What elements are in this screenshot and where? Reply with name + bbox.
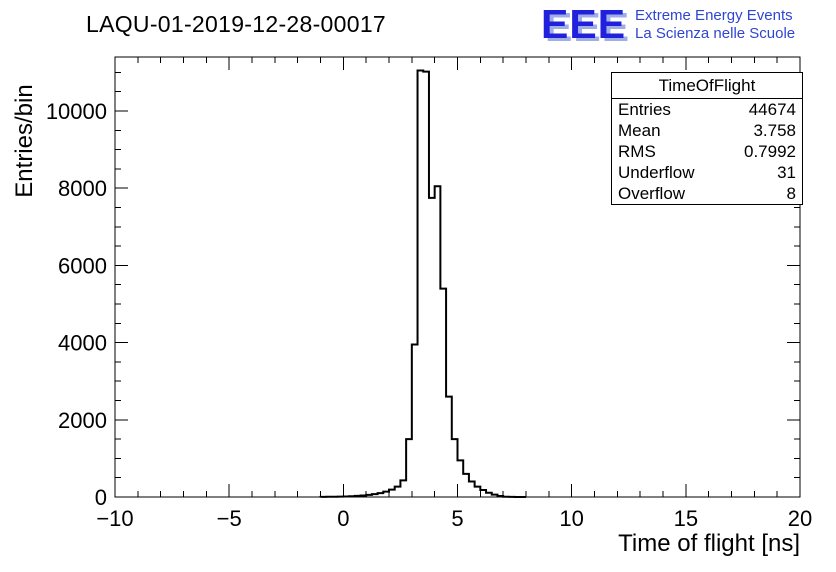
y-tick-label: 0 — [95, 485, 107, 510]
stats-label: Underflow — [618, 163, 695, 182]
x-tick-label: −10 — [96, 506, 133, 531]
stats-value: 0.7992 — [744, 142, 796, 161]
x-tick-label: 10 — [559, 506, 583, 531]
eee-logo-line1: Extreme Energy Events — [635, 7, 793, 24]
y-tick-label: 2000 — [58, 408, 107, 433]
y-tick-label: 4000 — [58, 331, 107, 356]
stats-box: TimeOfFlight Entries 44674 Mean 3.758 RM… — [611, 72, 803, 205]
x-tick-label: 0 — [337, 506, 349, 531]
x-axis-label: Time of flight [ns] — [618, 530, 800, 557]
x-tick-label: −5 — [217, 506, 242, 531]
eee-logo-text: EEE — [541, 1, 627, 47]
stats-label: Mean — [618, 121, 661, 140]
y-tick-label: 8000 — [58, 176, 107, 201]
stats-value: 3.758 — [753, 121, 796, 140]
stats-title: TimeOfFlight — [612, 73, 802, 99]
stats-row-overflow: Overflow 8 — [612, 183, 802, 204]
x-tick-labels: −10 −5 0 5 10 15 20 — [96, 506, 812, 531]
x-ticks — [114, 57, 801, 497]
stats-row-entries: Entries 44674 — [612, 99, 802, 120]
stats-label: Entries — [618, 100, 671, 119]
eee-logo-tagline: Extreme Energy Events La Scienza nelle S… — [635, 7, 795, 43]
x-tick-label: 15 — [674, 506, 698, 531]
x-tick-label: 5 — [451, 506, 463, 531]
stats-label: Overflow — [618, 184, 686, 203]
eee-logo-line2: La Scienza nelle Scuole — [635, 25, 796, 42]
plot-title: LAQU-01-2019-12-28-00017 — [86, 11, 387, 37]
stats-value: 31 — [777, 163, 796, 182]
histogram-line — [319, 69, 526, 498]
y-tick-labels: 0 2000 4000 6000 8000 10000 — [46, 99, 107, 510]
y-axis-label: Entries/bin — [11, 84, 38, 198]
y-tick-label: 6000 — [58, 253, 107, 278]
stats-row-underflow: Underflow 31 — [612, 162, 802, 183]
eee-logo: EEE Extreme Energy Events La Scienza nel… — [541, 3, 795, 45]
x-tick-label: 20 — [788, 506, 812, 531]
stats-row-mean: Mean 3.758 — [612, 120, 802, 141]
stats-label: RMS — [618, 142, 656, 161]
y-tick-label: 10000 — [46, 99, 107, 124]
stats-value: 8 — [786, 184, 796, 203]
stats-row-rms: RMS 0.7992 — [612, 141, 802, 162]
stats-value: 44674 — [748, 100, 796, 119]
